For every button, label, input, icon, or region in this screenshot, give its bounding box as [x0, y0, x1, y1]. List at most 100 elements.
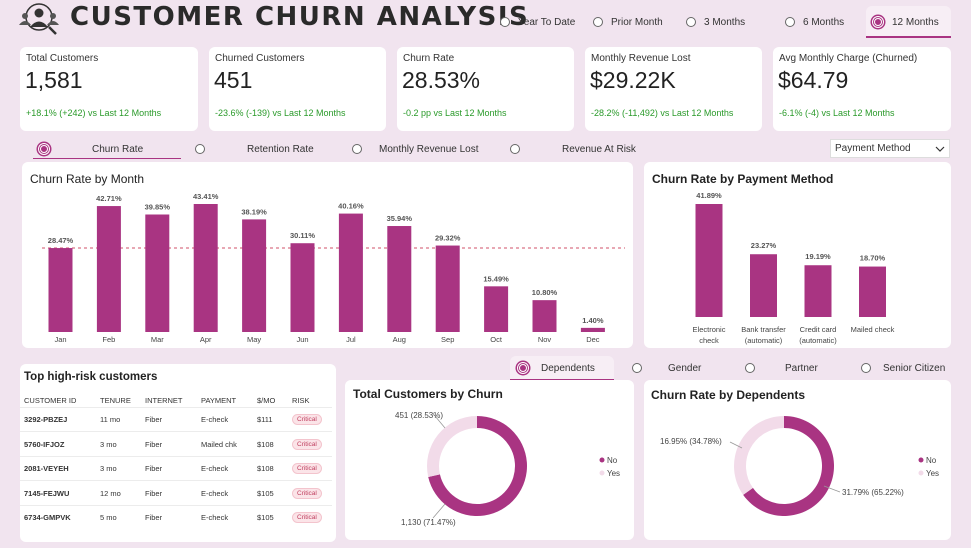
- kpi-label: Churn Rate: [403, 53, 455, 64]
- bar-payment-method: [859, 266, 886, 317]
- kpi-label: Avg Monthly Charge (Churned): [779, 53, 918, 64]
- tab-revenue-at-risk[interactable]: Revenue At Risk: [510, 141, 636, 157]
- x-tick-label: May: [247, 335, 261, 344]
- radio-icon: [861, 363, 871, 373]
- period-option-prior-month[interactable]: Prior Month: [593, 14, 663, 30]
- bar-dec: [580, 327, 605, 332]
- tab-dependents[interactable]: Dependents: [517, 361, 595, 375]
- radio-selected-icon: [38, 143, 50, 155]
- data-label: 451 (28.53%): [395, 411, 443, 420]
- table-cell: $108: [257, 439, 274, 449]
- bar-mar: [145, 214, 170, 332]
- radio-icon: [745, 363, 755, 373]
- bar-jan: [48, 248, 73, 332]
- table-header-cell: CUSTOMER ID: [24, 396, 77, 405]
- data-label: 38.19%: [241, 207, 267, 216]
- x-tick-label: Jun: [296, 335, 308, 344]
- period-option-6-months[interactable]: 6 Months: [785, 14, 844, 30]
- x-tick-label: Electronic: [693, 325, 726, 334]
- kpi-delta: -23.6% (-139) vs Last 12 Months: [215, 108, 346, 118]
- kpi-delta: -0.2 pp vs Last 12 Months: [403, 108, 507, 118]
- table-cell: $111: [257, 415, 273, 424]
- table-cell: $105: [257, 488, 274, 498]
- radio-icon: [632, 363, 642, 373]
- x-tick-label: Credit card: [800, 325, 837, 334]
- tab-churn-rate[interactable]: Churn Rate: [38, 141, 143, 157]
- x-tick-label: Nov: [538, 335, 552, 344]
- chart-title: Churn Rate by Month: [30, 172, 145, 186]
- risk-badge: Critical: [292, 512, 322, 524]
- table-header-cell: RISK: [292, 396, 310, 405]
- table-divider: [20, 504, 332, 506]
- kpi-label: Monthly Revenue Lost: [591, 53, 691, 64]
- bar-payment-method: [695, 204, 723, 317]
- tab-gender[interactable]: Gender: [632, 361, 701, 375]
- period-option-3-months[interactable]: 3 Months: [686, 14, 745, 30]
- bar-jun: [290, 243, 315, 332]
- metric-tab-selected-underline: [33, 137, 181, 159]
- table-cell: 11 mo: [100, 415, 121, 424]
- data-label: 39.85%: [145, 202, 171, 211]
- data-label: 42.71%: [96, 194, 122, 203]
- churn-by-dependents-chart: 31.79% (65.22%) 16.95% (34.78%) No Yes: [660, 416, 939, 516]
- table-cell: 7145-FEJWU: [24, 488, 70, 498]
- table-cell: E-check: [201, 488, 229, 498]
- table-cell: 5760-IFJOZ: [24, 439, 65, 449]
- radio-icon: [352, 144, 362, 154]
- tab-partner[interactable]: Partner: [745, 361, 818, 375]
- table-cell: 6734-GMPVK: [24, 513, 71, 523]
- radio-icon: [510, 144, 520, 154]
- breakdown-dropdown[interactable]: Payment Method: [830, 139, 950, 158]
- period-option-12-months[interactable]: 12 Months: [872, 14, 939, 30]
- bar-aug: [387, 226, 412, 332]
- bar-apr: [193, 204, 218, 332]
- x-tick-label: Apr: [200, 335, 212, 344]
- kpi-delta: +18.1% (+242) vs Last 12 Months: [26, 108, 162, 118]
- x-tick-label: Dec: [586, 335, 600, 344]
- chart-title: Total Customers by Churn: [353, 387, 503, 401]
- chart-title: Churn Rate by Dependents: [651, 388, 806, 402]
- tab-monthly-revenue-lost[interactable]: Monthly Revenue Lost: [352, 141, 479, 157]
- legend-label: Yes: [607, 469, 620, 478]
- kpi-value: $64.79: [778, 67, 849, 93]
- table-divider: [20, 480, 332, 482]
- x-tick-label: Jul: [346, 335, 356, 344]
- donut-slice-yes: [734, 416, 784, 495]
- table-cell: E-check: [201, 415, 229, 424]
- table-cell: E-check: [201, 464, 229, 474]
- table-cell: Fiber: [145, 488, 163, 498]
- data-label: 18.70%: [860, 254, 886, 263]
- x-tick-label: (automatic): [745, 336, 783, 345]
- bar-sep: [435, 245, 460, 332]
- chart-card-churn-by-month: Churn Rate by Month 28.47% Jan 42.71% Feb 39…: [22, 162, 633, 348]
- chart-card-churn-by-dependents: Churn Rate by Dependents 31.79% (65.22%)…: [644, 380, 951, 540]
- x-tick-label: (automatic): [799, 336, 837, 345]
- data-label: 40.16%: [338, 202, 364, 211]
- tab-retention-rate[interactable]: Retention Rate: [195, 141, 314, 157]
- bar-nov: [532, 300, 557, 332]
- kpi-value: 1,581: [25, 67, 83, 93]
- data-label: 31.79% (65.22%): [842, 488, 904, 497]
- radio-icon: [686, 17, 696, 27]
- table-divider: [20, 455, 332, 457]
- table-divider: [20, 431, 332, 432]
- kpi-value: 451: [214, 67, 253, 93]
- high-risk-table-card: [20, 364, 336, 542]
- radio-selected-icon: [517, 362, 529, 374]
- period-option-ytd[interactable]: Year To Date: [500, 14, 575, 30]
- data-label: 28.47%: [48, 236, 74, 245]
- leader-line: [729, 441, 743, 449]
- kpi-label: Churned Customers: [215, 53, 305, 64]
- radio-icon: [195, 144, 205, 154]
- table-cell: 5 mo: [100, 513, 117, 523]
- kpi-card-avg-monthly-charge: Avg Monthly Charge (Churned) $64.79 -6.1…: [773, 47, 951, 131]
- table-header-cell: PAYMENT: [201, 396, 237, 405]
- radio-icon: [500, 17, 510, 27]
- x-tick-label: Aug: [393, 335, 406, 344]
- donut-slice-yes: [427, 416, 477, 477]
- data-label: 41.89%: [696, 191, 722, 200]
- tab-senior-citizen[interactable]: Senior Citizen: [861, 361, 945, 375]
- x-tick-label: Mar: [151, 335, 164, 344]
- table-cell: 3 mo: [100, 464, 117, 474]
- table-cell: Fiber: [145, 439, 163, 449]
